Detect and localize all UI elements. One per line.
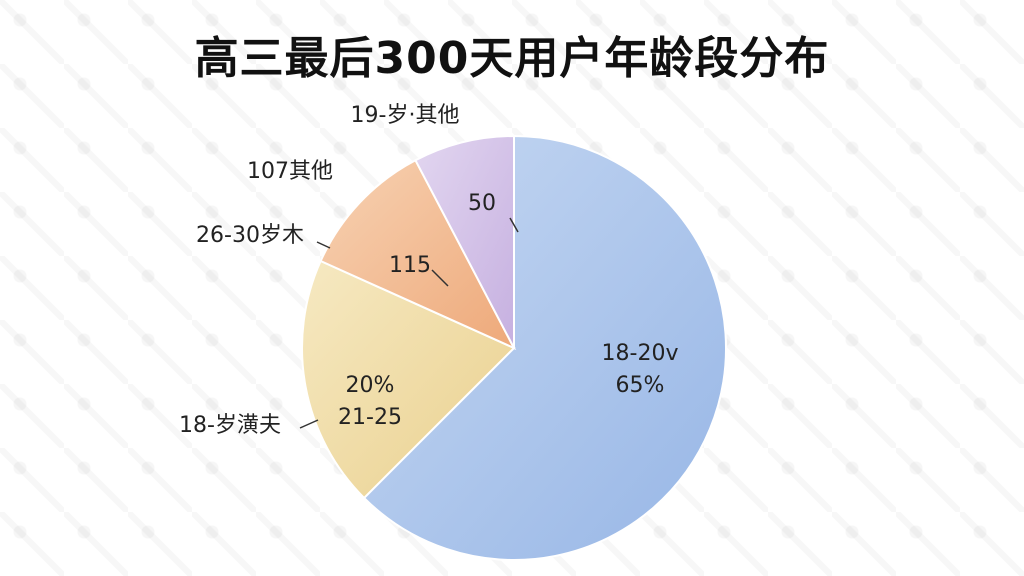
outer-label-d: 19-岁·其他 — [351, 103, 460, 128]
slice-label-a-0: 18-20ᴠ — [602, 341, 679, 366]
slice-label-d-0: 50 — [468, 191, 496, 216]
slice-label-b-1: 21-25 — [338, 405, 402, 430]
pie-slice-b — [301, 259, 516, 500]
leader-line-2 — [431, 269, 449, 287]
leader-line-1 — [316, 241, 331, 249]
pie-slice-a — [362, 134, 727, 561]
chart-title: 高三最后300天用户年龄段分布 — [194, 33, 830, 84]
extra-label-0: 107其他 — [247, 159, 333, 184]
pie-slice-d — [414, 134, 515, 349]
slice-label-c-0: 115 — [389, 253, 431, 278]
leader-line-0 — [299, 419, 319, 429]
slice-label-a-1: 65% — [616, 373, 665, 398]
pie-slice-c — [319, 158, 517, 351]
outer-label-b: 18-岁潢夫 — [179, 413, 281, 438]
slice-label-b-0: 20% — [346, 373, 395, 398]
outer-label-c: 26-30岁木 — [196, 223, 304, 248]
leader-line-3 — [509, 217, 519, 233]
